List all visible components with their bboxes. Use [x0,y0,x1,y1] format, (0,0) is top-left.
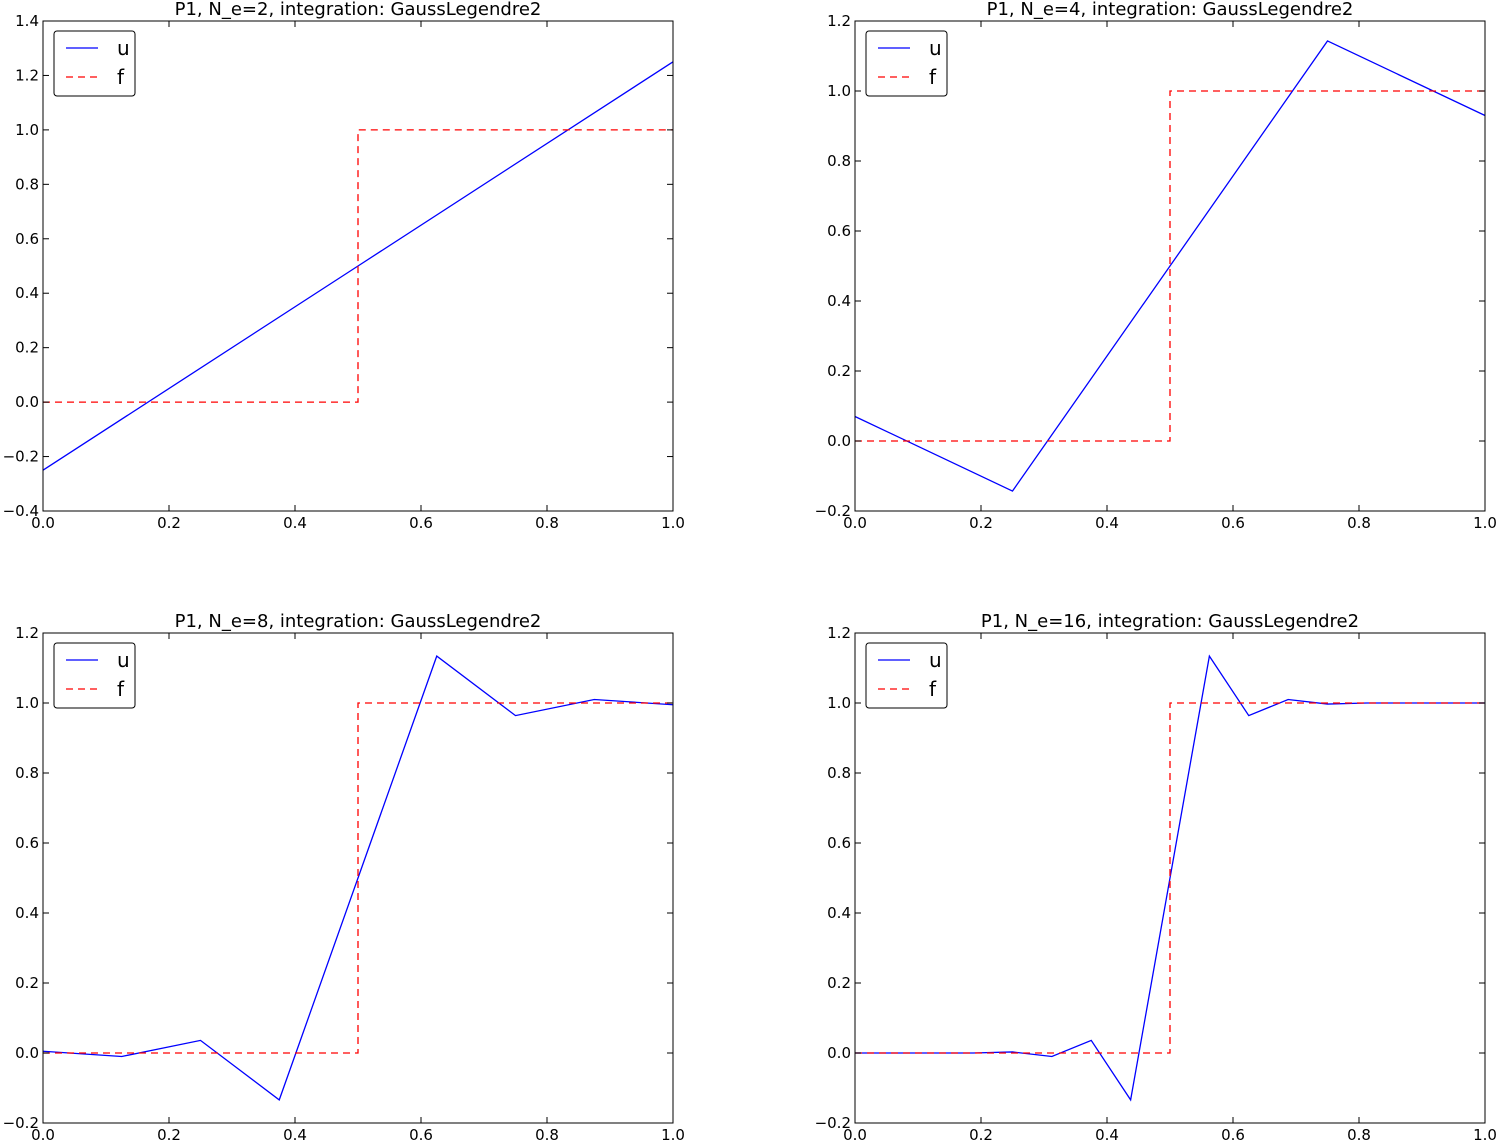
legend-label: f [117,65,125,89]
y-tick-label: 1.0 [827,694,851,712]
legend-label: u [929,36,942,60]
legend: uf [865,642,948,709]
legend-label: u [117,648,130,672]
y-tick-label: 0.4 [827,904,851,922]
x-tick-label: 0.2 [157,1126,181,1142]
subplot-2: 0.0 0.2 0.4 0.6 0.8 1.0−0.20.00.20.40.60.81.0… [815,0,1497,532]
y-tick-label: 0.8 [15,764,39,782]
y-tick-label: 0.2 [15,339,39,357]
legend: uf [53,642,136,709]
y-tick-label: 0.6 [827,222,851,240]
x-tick-label: 0.4 [1095,1126,1119,1142]
chart-title: P1, N_e=8, integration: GaussLegendre2 [175,611,542,632]
series-line-f [43,129,673,403]
series-line-f [855,90,1485,442]
x-tick-label: 0.2 [157,514,181,532]
legend-label: f [929,65,937,89]
plot-frame [42,20,674,512]
legend-box [865,30,948,97]
y-tick-label: −0.4 [3,502,39,520]
legend-label: u [117,36,130,60]
plot-frame [42,632,674,1124]
series-line-f [43,702,673,1054]
x-tick-label: 1.0 [661,514,685,532]
legend-label: f [929,677,937,701]
y-tick-label: −0.2 [815,1114,851,1132]
y-tick-label: 0.2 [827,974,851,992]
legend-box [865,642,948,709]
y-tick-label: 0.0 [15,1044,39,1062]
y-tick-label: −0.2 [3,1114,39,1132]
y-tick-label: 0.2 [827,362,851,380]
subplot-3: 0.0 0.2 0.4 0.6 0.8 1.0−0.20.00.20.40.60.81.0… [3,611,685,1142]
x-tick-label: 1.0 [1473,514,1497,532]
y-tick-label: 0.8 [15,175,39,193]
legend: uf [53,30,136,97]
x-tick-label: 0.8 [535,514,559,532]
subplot-1: 0.0 0.2 0.4 0.6 0.8 1.0 −0.4 −0.2 0.0 0.2 0.4 0.6 0.… [3,0,685,532]
series-line-u [855,40,1485,492]
y-tick-label: 1.2 [15,66,39,84]
y-tick-label: −0.2 [3,448,39,466]
x-tick-label: 0.0 [843,514,867,532]
y-tick-label: 0.8 [827,764,851,782]
x-tick-label: 0.6 [1221,1126,1245,1142]
y-tick-label: 0.4 [15,904,39,922]
y-tick-label: 0.8 [827,152,851,170]
x-tick-label: 0.4 [1095,514,1119,532]
y-tick-label: 1.2 [827,12,851,30]
y-tick-label: 0.0 [827,1044,851,1062]
x-tick-label: 0.8 [1347,514,1371,532]
x-tick-label: 0.6 [409,1126,433,1142]
legend: uf [865,30,948,97]
x-tick-label: 0.4 [283,514,307,532]
y-tick-label: −0.2 [815,502,851,520]
x-tick-label: 1.0 [1473,1126,1497,1142]
legend-box [53,642,136,709]
x-tick-label: 0.8 [535,1126,559,1142]
legend-box [53,30,136,97]
y-tick-label: 1.2 [827,624,851,642]
y-tick-label: 1.2 [15,624,39,642]
plot-frame [854,632,1486,1124]
x-tick-label: 0.2 [969,514,993,532]
chart-title: P1, N_e=16, integration: GaussLegendre2 [981,611,1359,632]
legend-label: f [117,677,125,701]
x-tick-label: 0.6 [409,514,433,532]
chart-title: P1, N_e=4, integration: GaussLegendre2 [987,0,1354,20]
y-tick-label: 0.0 [827,432,851,450]
x-tick-label: 0.0 [31,514,55,532]
y-tick-label: 0.2 [15,974,39,992]
y-tick-label: 0.6 [827,834,851,852]
series-line-u [43,655,673,1101]
y-tick-label: 1.0 [15,694,39,712]
series-line-u [43,61,673,471]
x-tick-label: 0.6 [1221,514,1245,532]
y-tick-label: 0.6 [15,230,39,248]
x-tick-label: 0.4 [283,1126,307,1142]
y-tick-label: 0.4 [15,284,39,302]
y-tick-label: 0.4 [827,292,851,310]
y-tick-label: 1.0 [827,82,851,100]
y-tick-label: 0.0 [15,393,39,411]
x-tick-label: 0.8 [1347,1126,1371,1142]
y-tick-label: 1.4 [15,12,39,30]
x-tick-label: 0.0 [843,1126,867,1142]
series-line-f [855,702,1485,1054]
chart-title: P1, N_e=2, integration: GaussLegendre2 [175,0,542,20]
plot-frame [854,20,1486,512]
legend-label: u [929,648,942,672]
x-tick-label: 1.0 [661,1126,685,1142]
y-tick-label: 0.6 [15,834,39,852]
y-tick-label: 1.0 [15,121,39,139]
series-line-u [855,654,1485,1102]
x-tick-label: 0.0 [31,1126,55,1142]
subplot-4: 0.0 0.2 0.4 0.6 0.8 1.0−0.20.00.20.40.60.81.0… [815,611,1497,1142]
x-tick-label: 0.2 [969,1126,993,1142]
